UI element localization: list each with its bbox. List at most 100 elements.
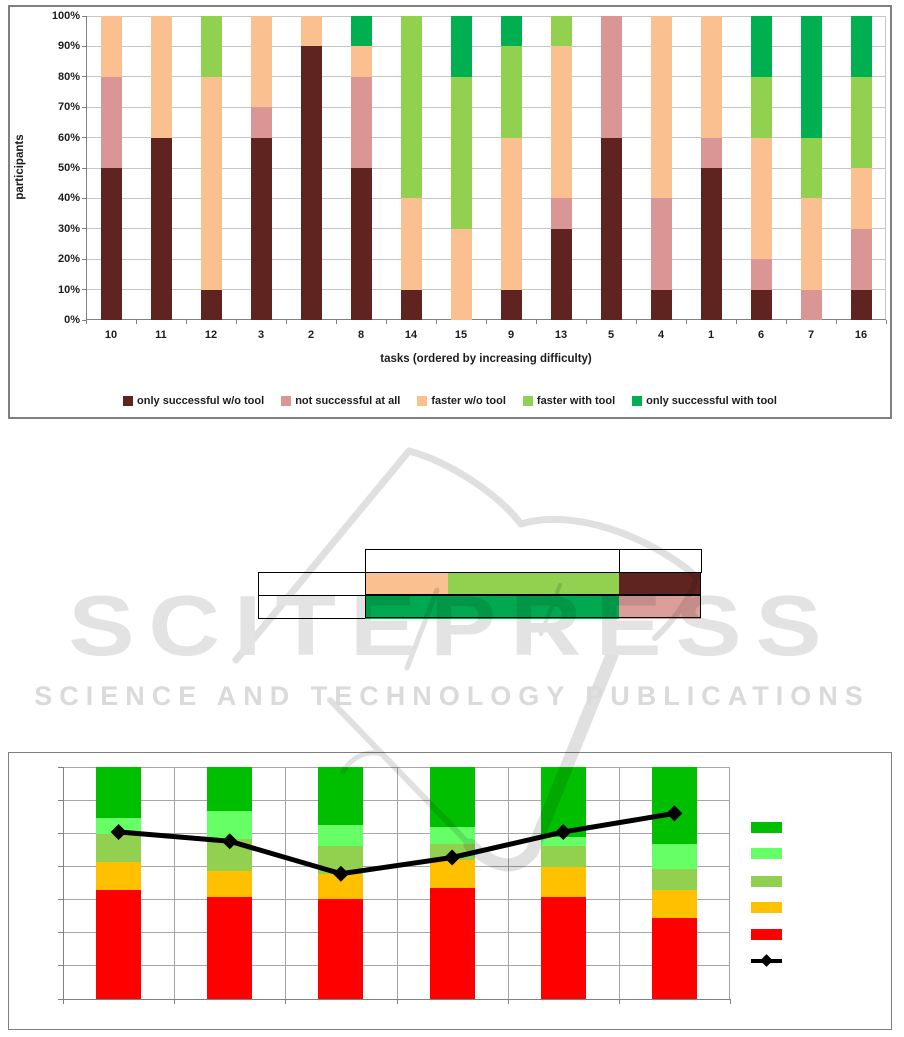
diamond-marker: [444, 849, 461, 866]
x-tick-label: 3: [257, 329, 265, 341]
bar-segment: [540, 896, 586, 999]
bar-segment: [850, 289, 872, 320]
x-axis-tick: [586, 320, 587, 324]
x-axis-tick: [386, 320, 387, 324]
gridline: [174, 767, 176, 999]
bar-segment: [750, 16, 772, 77]
bar-segment: [350, 46, 372, 77]
y-tick-label: 80%: [57, 70, 80, 83]
bar-segment: [100, 168, 122, 320]
bar-segment: [500, 46, 522, 138]
figure-rating-stacked-bar-line-chart: [8, 752, 892, 1030]
stacked-bar-task-16: [850, 16, 872, 320]
fragment-row-border: [365, 595, 701, 618]
x-tick-label: 9: [507, 329, 515, 341]
gridline: [86, 289, 886, 291]
bar-segment: [207, 896, 253, 999]
bar-segment: [100, 76, 122, 168]
y-axis-tick: [58, 766, 63, 768]
legend-label: only successful w/o tool: [137, 395, 265, 407]
y-tick-label: 60%: [57, 131, 80, 144]
bar-segment: [550, 198, 572, 229]
gridline: [618, 767, 620, 999]
x-tick-label: 1: [707, 329, 715, 341]
gridline: [86, 228, 886, 230]
stacked-bar: [96, 767, 142, 999]
x-tick-label: 12: [204, 329, 218, 341]
diamond-marker: [666, 805, 683, 822]
stacked-bar-task-3: [250, 16, 272, 320]
x-axis-tick: [730, 999, 731, 1004]
bar-segment: [750, 76, 772, 138]
bar-segment: [500, 137, 522, 290]
y-axis-tick: [82, 106, 86, 108]
bar-segment: [150, 16, 172, 138]
gridline: [86, 137, 886, 139]
x-tick-label: 11: [155, 329, 167, 341]
diamond-marker: [110, 823, 127, 840]
gridline: [86, 45, 886, 47]
y-tick-label: 70%: [57, 101, 80, 114]
legend-label: only successful with tool: [646, 395, 777, 407]
legend-swatch: [417, 396, 428, 406]
gridline: [86, 106, 886, 108]
bar-segment: [96, 767, 142, 819]
bar-segment: [400, 16, 422, 199]
bar-segment: [300, 46, 322, 320]
bar-segment: [200, 76, 222, 290]
bar-segment: [550, 46, 572, 199]
stacked-bar-task-4: [650, 16, 672, 320]
gridline: [729, 767, 730, 999]
x-axis-tick: [336, 320, 337, 324]
black-line-series: [118, 810, 675, 877]
y-axis-tick: [82, 197, 86, 199]
y-axis-line: [86, 16, 87, 320]
gridline: [507, 767, 509, 999]
bar-segment: [250, 16, 272, 108]
y-axis-title: participants: [14, 134, 26, 200]
bar-segment: [800, 198, 822, 290]
bar-segment: [651, 869, 697, 890]
x-axis-tick: [136, 320, 137, 324]
bar-segment: [100, 16, 122, 77]
x-axis-line: [86, 319, 886, 320]
x-axis-tick: [86, 320, 87, 324]
stacked-bar-task-15: [450, 16, 472, 320]
x-tick-label: 16: [854, 329, 868, 341]
y-axis-tick: [82, 137, 86, 139]
bar-segment: [700, 16, 722, 138]
bar-segment: [800, 137, 822, 199]
x-axis-tick: [285, 999, 287, 1004]
fragment-row-border: [365, 572, 701, 595]
legend-item: only successful w/o tool: [123, 395, 264, 407]
y-axis-tick: [58, 932, 63, 934]
y-axis-tick: [82, 45, 86, 47]
y-tick-label: 50%: [57, 162, 80, 174]
x-tick-label: 8: [357, 329, 365, 341]
x-axis-tick: [636, 320, 637, 324]
figure-fragment-stacked-bars: [258, 548, 704, 619]
x-axis-tick: [507, 999, 509, 1004]
gridline: [86, 258, 886, 260]
legend-swatch: [751, 848, 782, 859]
bar-segment: [550, 228, 572, 320]
x-axis-tick: [174, 999, 176, 1004]
legend-label: faster w/o tool: [431, 395, 506, 407]
x-axis-tick: [236, 320, 237, 324]
bar-segment: [429, 887, 475, 999]
y-axis-tick: [82, 289, 86, 291]
y-tick-label: 30%: [57, 222, 80, 235]
bar-segment: [750, 137, 772, 260]
x-tick-label: 7: [807, 329, 815, 341]
bar-segment: [450, 228, 472, 320]
y-axis-tick: [82, 319, 86, 321]
stacked-bar-task-8: [350, 16, 372, 320]
y-tick-label: 100%: [51, 10, 80, 22]
stacked-bar-task-6: [750, 16, 772, 320]
legend-item: only successful with tool: [632, 395, 777, 407]
y-axis-tick: [82, 228, 86, 230]
x-tick-label: 14: [404, 329, 418, 341]
y-tick-label: 40%: [57, 192, 80, 205]
y-axis-tick: [58, 899, 63, 901]
x-axis-tick: [186, 320, 187, 324]
